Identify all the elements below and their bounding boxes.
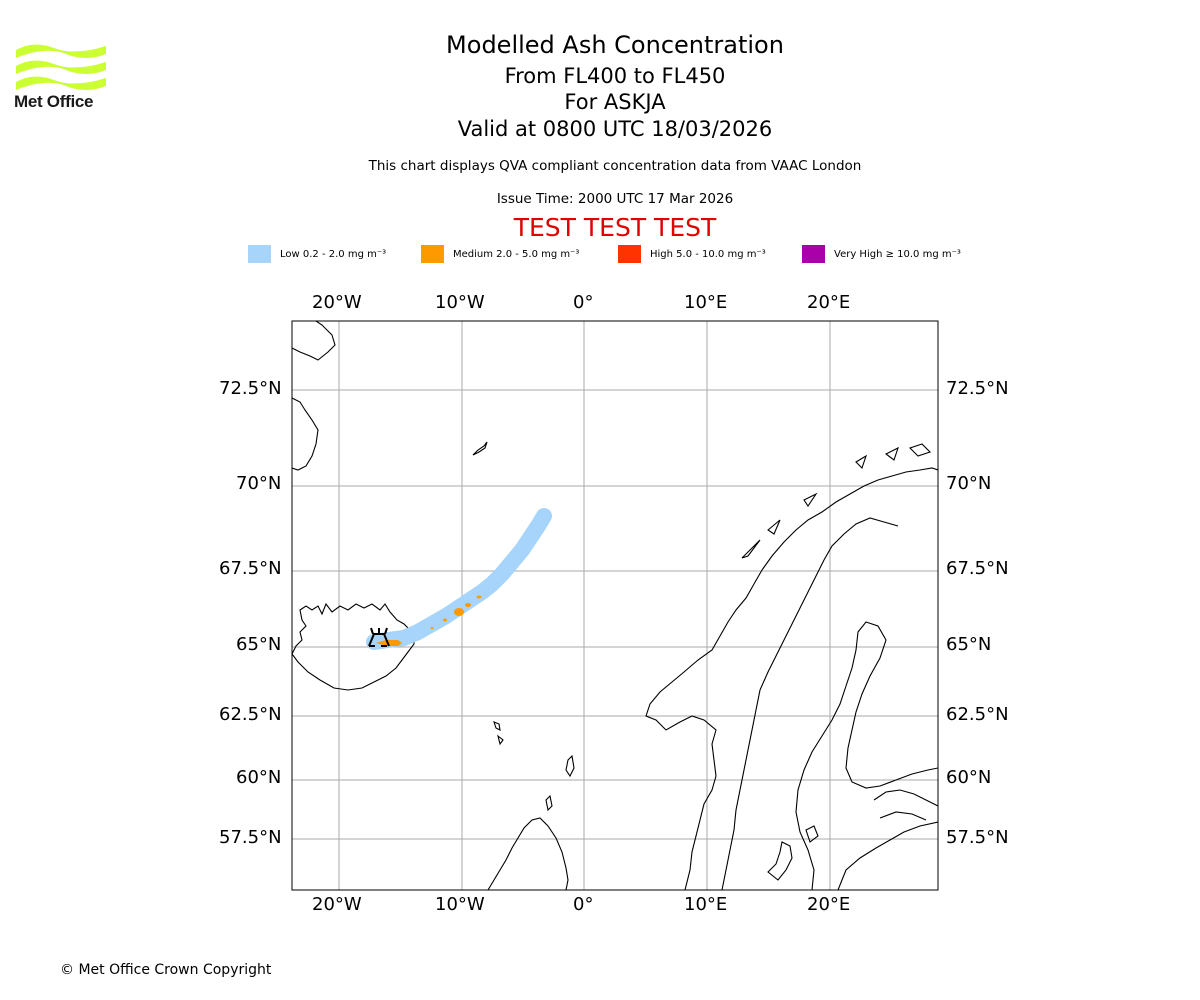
lat-tick-left-60: 60°N (236, 767, 282, 788)
ash-plume-low (366, 508, 552, 650)
lat-tick-right-70: 70°N (946, 473, 992, 494)
lon-tick-top-10w: 10°W (435, 292, 485, 313)
valid-time: Valid at 0800 UTC 18/03/2026 (457, 117, 773, 141)
coastline-denmark (767, 825, 819, 881)
chart-title: Modelled Ash Concentration (446, 31, 784, 59)
coastline-baltic (873, 789, 938, 821)
ash-plume-medium (376, 640, 402, 646)
lat-tick-right-62-5: 62.5°N (946, 704, 1009, 725)
issue-time: Issue Time: 2000 UTC 17 Mar 2026 (496, 191, 734, 207)
level-range: From FL400 to FL450 (504, 64, 726, 88)
lon-tick-bottom-10e: 10°E (684, 894, 728, 915)
volcano-marker-icon (368, 627, 390, 647)
coastline-norway (645, 467, 938, 890)
coastline-finland (837, 821, 938, 890)
lat-tick-right-60: 60°N (946, 767, 992, 788)
coastline-sweden (721, 517, 899, 890)
legend-item-low: Low 0.2 - 2.0 mg m⁻³ (248, 244, 386, 264)
legend-label-medium: Medium 2.0 - 5.0 mg m⁻³ (453, 248, 580, 260)
map-frame (291, 320, 939, 891)
legend-swatch-very-high (802, 245, 825, 263)
lat-tick-right-72-5: 72.5°N (946, 378, 1009, 399)
copyright-notice: © Met Office Crown Copyright (60, 962, 272, 978)
lon-tick-bottom-20e: 20°E (807, 894, 851, 915)
volcano-name: For ASKJA (564, 90, 666, 114)
lon-tick-top-20e: 20°E (807, 292, 851, 313)
logo-text: Met Office (14, 92, 94, 111)
chart-description: This chart displays QVA compliant concen… (368, 158, 862, 174)
lat-tick-right-67-5: 67.5°N (946, 558, 1009, 579)
ash-patch-medium-3 (476, 595, 482, 599)
ash-patch-medium-2 (465, 603, 471, 607)
lat-tick-left-65: 65°N (236, 634, 282, 655)
legend-swatch-high (618, 245, 641, 263)
coastline-shetland (545, 754, 575, 812)
lon-tick-bottom-10w: 10°W (435, 894, 485, 915)
ash-plume (366, 508, 552, 650)
ash-patch-medium-4 (443, 618, 447, 622)
legend-label-low: Low 0.2 - 2.0 mg m⁻³ (280, 248, 387, 260)
ash-patch-medium-1 (454, 608, 464, 616)
legend-label-very-high: Very High ≥ 10.0 mg m⁻³ (834, 248, 961, 260)
ash-patch-medium-5 (430, 627, 434, 629)
legend-swatch-medium (421, 245, 444, 263)
lat-tick-left-57-5: 57.5°N (219, 827, 282, 848)
test-banner: TEST TEST TEST (513, 213, 717, 242)
coastline-norway-islands (741, 443, 932, 559)
lat-tick-left-62-5: 62.5°N (219, 704, 282, 725)
coastline-bothnia (795, 621, 938, 890)
lat-tick-left-67-5: 67.5°N (219, 558, 282, 579)
met-office-logo-icon (16, 44, 106, 90)
coastline-jan-mayen (472, 441, 488, 456)
coastlines (292, 321, 938, 890)
lon-tick-top-0: 0° (573, 292, 594, 313)
coastline-greenland (292, 321, 336, 471)
lon-tick-top-10e: 10°E (684, 292, 728, 313)
coastline-faroe (493, 721, 504, 746)
lon-tick-top-20w: 20°W (312, 292, 362, 313)
coastline-scotland (487, 817, 569, 890)
legend-item-very-high: Very High ≥ 10.0 mg m⁻³ (802, 244, 961, 264)
lat-tick-left-72-5: 72.5°N (219, 378, 282, 399)
legend-item-medium: Medium 2.0 - 5.0 mg m⁻³ (421, 244, 579, 264)
lat-tick-right-57-5: 57.5°N (946, 827, 1009, 848)
legend-item-high: High 5.0 - 10.0 mg m⁻³ (618, 244, 766, 264)
lon-tick-bottom-20w: 20°W (312, 894, 362, 915)
legend-label-high: High 5.0 - 10.0 mg m⁻³ (650, 248, 766, 260)
lat-tick-left-70: 70°N (236, 473, 282, 494)
map-background (292, 321, 938, 890)
legend-swatch-low (248, 245, 271, 263)
lat-tick-right-65: 65°N (946, 634, 992, 655)
lon-tick-bottom-0: 0° (573, 894, 594, 915)
